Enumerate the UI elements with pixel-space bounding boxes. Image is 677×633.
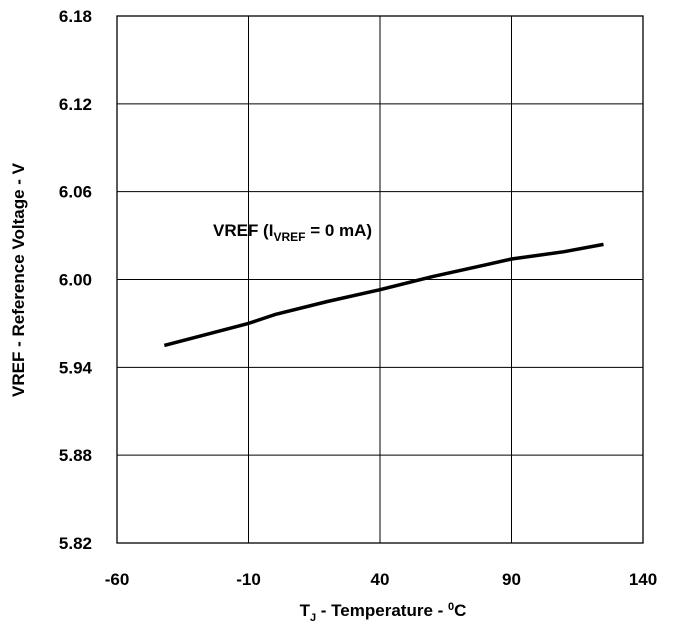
x-tick-label: 40 xyxy=(371,570,390,589)
y-tick-label: 6.12 xyxy=(59,95,92,114)
series-annotation: VREF (IVREF = 0 mA) xyxy=(213,221,372,244)
x-axis-title-sup: 0 xyxy=(448,601,454,613)
annotation-main: VREF (I xyxy=(213,221,273,240)
y-tick-label: 6.06 xyxy=(59,183,92,202)
x-axis-title-main: T xyxy=(300,601,311,620)
annotation-rest: = 0 mA) xyxy=(305,221,372,240)
x-axis-title-sub: J xyxy=(310,612,316,624)
x-axis-title: TJ - Temperature - 0C xyxy=(300,601,467,624)
series-line-vref xyxy=(163,242,604,348)
x-tick-label: -60 xyxy=(105,570,130,589)
x-axis-title-unit: C xyxy=(454,601,466,620)
y-tick-label: 5.88 xyxy=(59,446,92,465)
x-axis-title-rest: - Temperature - xyxy=(316,601,448,620)
x-tick-label: 90 xyxy=(502,570,521,589)
series-group xyxy=(163,242,604,348)
plot-frame xyxy=(116,15,644,544)
y-axis-title: VREF - Reference Voltage - V xyxy=(9,162,28,397)
y-tick-labels: 6.18 6.12 6.06 6.00 5.94 5.88 5.82 xyxy=(59,7,93,553)
y-tick-label: 6.00 xyxy=(59,271,92,290)
annotation-sub: VREF xyxy=(273,230,305,244)
y-tick-label: 5.94 xyxy=(59,358,93,377)
x-tick-label: -10 xyxy=(236,570,261,589)
grid xyxy=(117,16,643,543)
x-tick-labels: -60 -10 40 90 140 xyxy=(105,570,657,589)
y-tick-label: 5.82 xyxy=(59,534,92,553)
x-tick-label: 140 xyxy=(629,570,657,589)
y-tick-label: 6.18 xyxy=(59,7,92,26)
